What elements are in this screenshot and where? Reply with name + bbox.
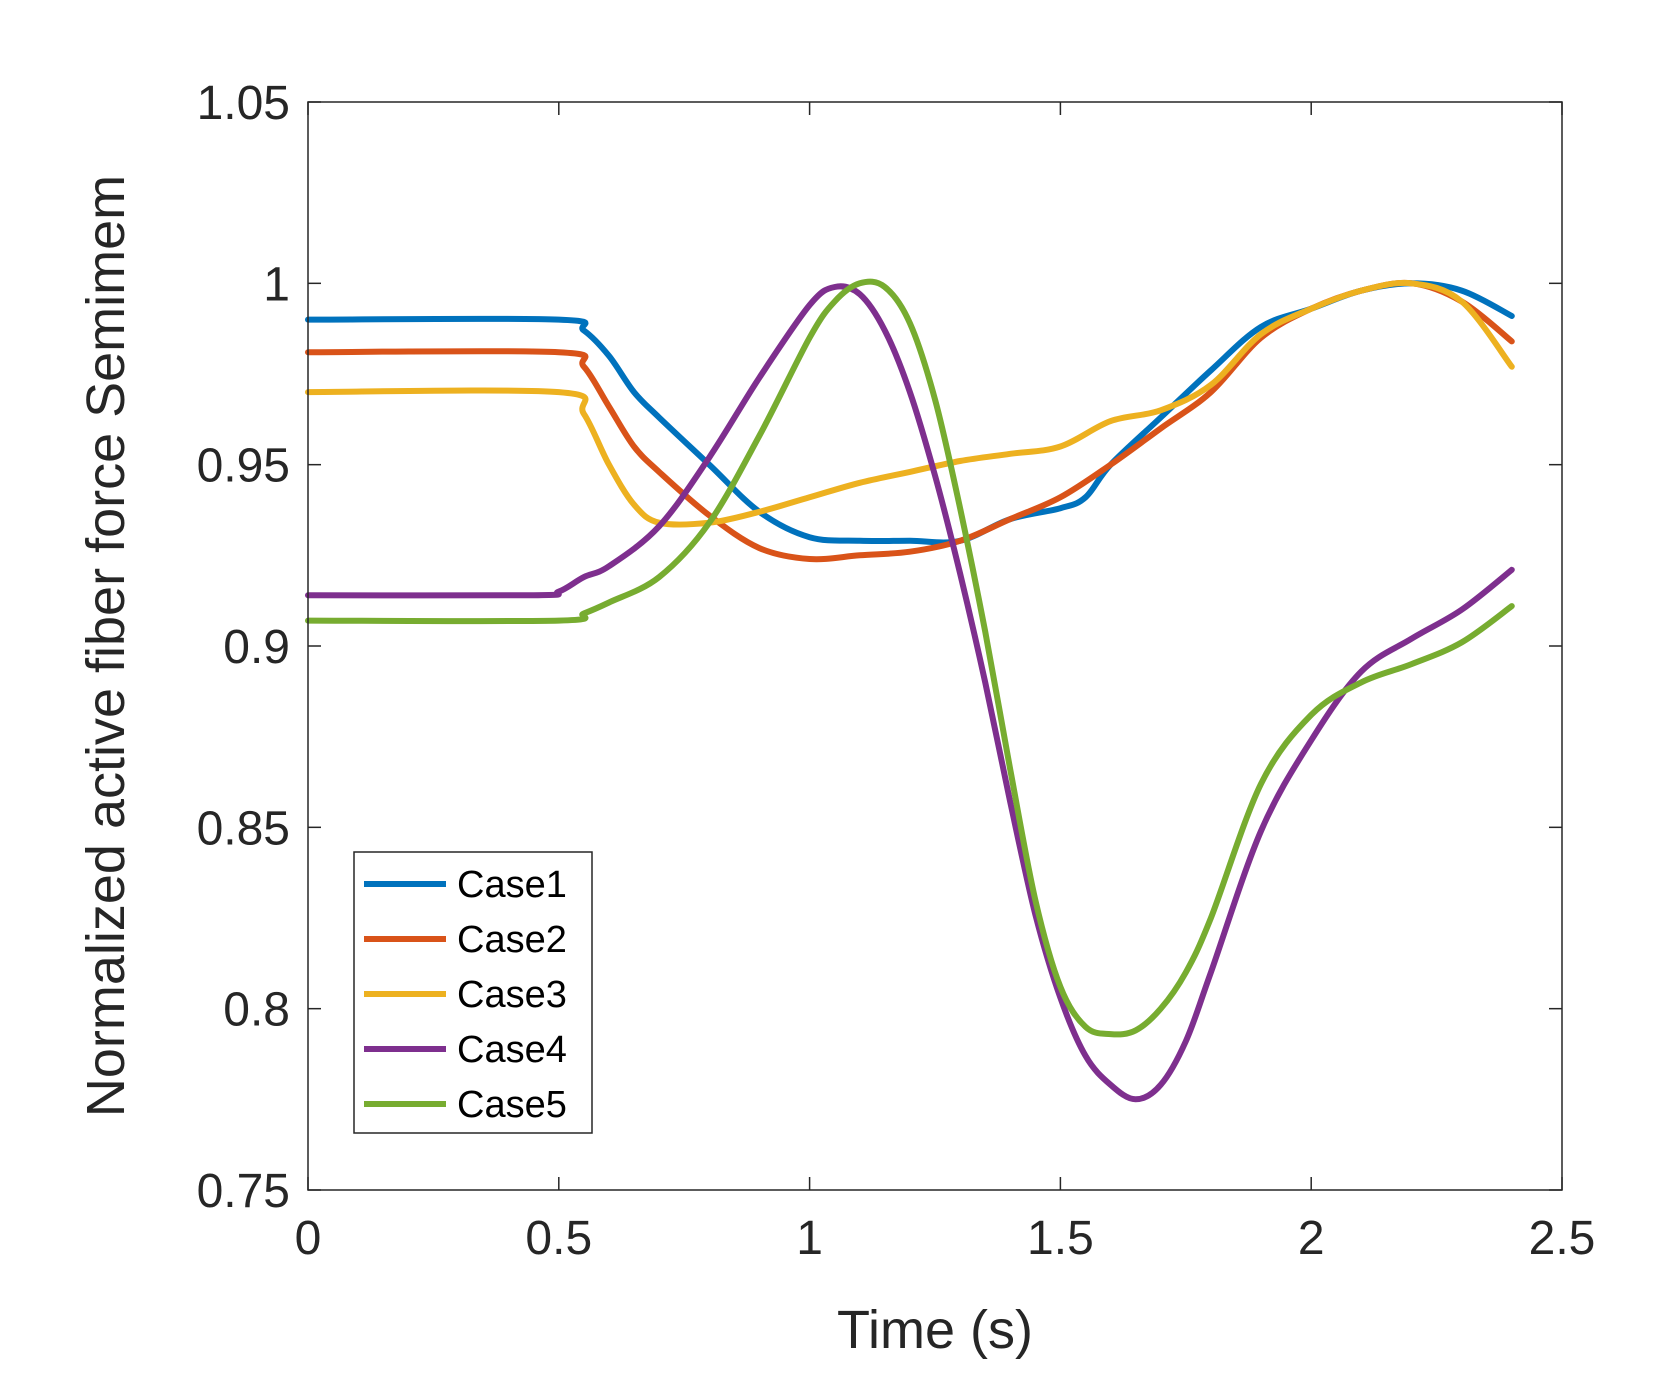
legend-label-case2: Case2 <box>457 919 567 961</box>
legend-label-case3: Case3 <box>457 974 567 1016</box>
x-tick-label: 2 <box>1298 1212 1325 1265</box>
y-tick-label: 1 <box>263 258 290 311</box>
legend-label-case1: Case1 <box>457 864 567 906</box>
y-tick-label: 0.75 <box>197 1165 290 1218</box>
series-line-case4 <box>305 283 1515 1103</box>
series-layer <box>305 278 1515 1103</box>
legend: Case1 Case2 Case3 Case4 Case5 <box>353 851 593 1134</box>
series-line-case3 <box>305 279 1515 528</box>
x-tick-label: 0 <box>295 1212 322 1265</box>
legend-label-case5: Case5 <box>457 1084 567 1126</box>
series-line-case5 <box>305 278 1515 1038</box>
x-tick-label: 1 <box>796 1212 823 1265</box>
y-tick-label: 0.85 <box>197 802 290 855</box>
y-axis-title: Normalized active fiber force Semimem <box>76 175 136 1117</box>
y-tick-label: 0.95 <box>197 440 290 493</box>
y-tick-label: 0.8 <box>223 984 290 1037</box>
x-tick-label: 1.5 <box>1027 1212 1094 1265</box>
x-tick-label: 0.5 <box>525 1212 592 1265</box>
x-tick-label: 2.5 <box>1529 1212 1596 1265</box>
tick-layer: 0 0.5 1 1.5 2 2.5 0.75 0.8 0.85 0.9 0.95 1 1.05 <box>197 77 1596 1265</box>
x-axis-title: Time (s) <box>837 1300 1033 1360</box>
y-tick-label: 1.05 <box>197 77 290 130</box>
y-tick-label: 0.9 <box>223 621 290 674</box>
legend-label-case4: Case4 <box>457 1029 567 1071</box>
